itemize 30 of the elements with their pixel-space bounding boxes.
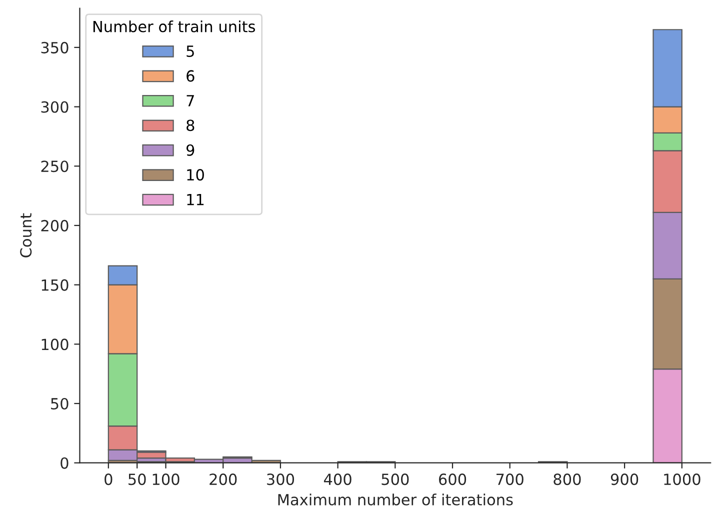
legend-title: Number of train units: [93, 20, 256, 32]
x-tick-label: 200: [210, 474, 237, 486]
x-axis-title: Maximum number of iterations: [278, 494, 513, 506]
legend-label: 10: [187, 169, 204, 181]
legend-label: 8: [186, 120, 194, 132]
legend-label: 11: [187, 194, 204, 206]
x-tick-label: 1000: [664, 474, 700, 486]
y-tick-label: 150: [42, 279, 68, 291]
y-tick-label: 200: [41, 220, 68, 232]
y-axis-title: Count: [20, 213, 32, 258]
x-tick-label: 400: [324, 474, 352, 486]
x-tick-label: 900: [610, 474, 638, 486]
y-tick-label: 250: [41, 160, 68, 172]
y-tick-label: 100: [42, 338, 68, 350]
x-tick-label: 700: [496, 474, 524, 486]
x-tick-label: 500: [382, 474, 409, 486]
x-tick-label: 300: [267, 474, 294, 486]
x-tick-label: 600: [438, 474, 466, 486]
legend-label: 7: [186, 95, 194, 106]
x-tick-label: 100: [152, 474, 180, 486]
y-tick-label: 0: [60, 457, 68, 469]
x-tick-label: 0: [104, 474, 112, 486]
x-tick-label: 800: [554, 474, 581, 486]
legend-label: 5: [186, 46, 194, 58]
x-tick-label: 50: [128, 474, 146, 486]
y-tick-label: 300: [41, 101, 68, 113]
legend-label: 6: [186, 70, 194, 82]
y-tick-label: 350: [41, 42, 68, 54]
legend-label: 9: [186, 144, 194, 156]
y-tick-label: 50: [51, 398, 68, 410]
